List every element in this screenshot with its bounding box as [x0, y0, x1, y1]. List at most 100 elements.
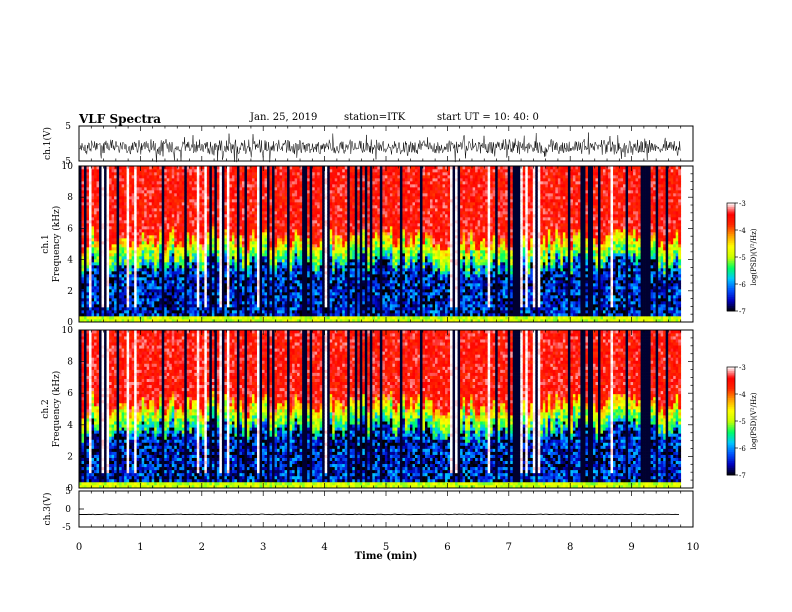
ch1-spectrogram-cell — [267, 241, 270, 245]
ch1-spectrogram-cell — [249, 256, 253, 260]
ch1-spectrogram-cell — [146, 253, 150, 257]
ch1-spectrogram-cell — [269, 235, 273, 239]
ch1-spectrogram-cell — [309, 319, 313, 323]
ch1-spectrogram-cell — [267, 277, 270, 281]
ch1-spectrogram-cell — [136, 259, 140, 263]
ch1-spectrogram-cell — [299, 256, 303, 260]
ch1-spectrogram-cell — [284, 319, 288, 323]
ch1-spectrogram-cell — [274, 220, 278, 224]
ch1-spectrogram-cell — [302, 268, 305, 272]
ch1-spectrogram-cell — [189, 256, 193, 260]
ch1-spectrogram-cell — [277, 175, 280, 179]
ch1-spectrogram-cell — [236, 253, 240, 257]
ch1-spectrogram-cell — [189, 166, 193, 170]
ch1-spectrogram-cell — [134, 271, 138, 275]
ch1-spectrogram-cell — [151, 304, 155, 308]
ch1-spectrogram-cell — [194, 184, 198, 188]
ch1-spectrogram-cell — [154, 292, 158, 296]
ch1-spectrogram-cell — [126, 223, 130, 227]
ch1-spectrogram-cell — [259, 205, 263, 209]
ch1-spectrogram-cell — [161, 250, 165, 254]
ch1-spectrogram-cell — [206, 244, 210, 248]
ch1-spectrogram-cell — [292, 310, 295, 314]
ch1-spectrogram-cell — [101, 166, 105, 170]
ch1-spectrogram-cell — [214, 214, 218, 218]
ch1-spectrogram-cell — [114, 292, 117, 296]
ch1-spectrogram-cell — [272, 175, 275, 179]
ch1-spectrogram-cell — [269, 289, 273, 293]
ch1-spectrogram-cell — [99, 229, 102, 233]
ch1-spectrogram-cell — [221, 310, 225, 314]
ch1-spectrogram-cell — [91, 205, 95, 209]
ch1-spectrogram-cell — [246, 229, 250, 233]
ch1-spectrogram-cell — [114, 232, 117, 236]
ch1-spectrogram-cell — [81, 310, 85, 314]
ch1-spectrogram-cell — [91, 199, 95, 203]
ch1-spectrogram-cell — [267, 265, 270, 269]
ch1-spectrogram-cell — [154, 187, 158, 191]
ch1-spectrogram-cell — [257, 301, 260, 305]
ch1-spectrogram-cell — [84, 295, 87, 299]
ch1-spectrogram-cell — [204, 283, 208, 287]
ch1-spectrogram-cell — [119, 259, 122, 263]
ch1-spectrogram-cell — [224, 241, 228, 245]
ch1-spectrogram-cell — [249, 226, 253, 230]
ch1-spectrogram-cell — [289, 232, 293, 236]
ch1-spectrogram-cell — [289, 181, 293, 185]
ch1-spectrogram-cell — [204, 259, 208, 263]
ch1-spectrogram-cell — [191, 247, 195, 251]
ch1-spectrogram-cell — [264, 220, 268, 224]
ch1-spectrogram-cell — [249, 289, 253, 293]
ch1-spectrogram-cell — [86, 274, 90, 278]
ch1-spectrogram-cell — [254, 286, 258, 290]
ch1-spectrogram-cell — [174, 181, 178, 185]
ch1-spectrogram-cell — [139, 292, 143, 296]
ch1-spectrogram-cell — [166, 289, 170, 293]
ch1-spectrogram-cell — [269, 256, 273, 260]
ch1-spectrogram-cell — [272, 262, 275, 266]
ch1-spectrogram-cell — [81, 190, 85, 194]
ch1-spectrogram-cell — [146, 214, 150, 218]
ch1-spectrogram-cell — [166, 271, 170, 275]
ch1-spectrogram-cell — [156, 202, 160, 206]
ch1-spectrogram-cell — [254, 289, 258, 293]
ch1-spectrogram-cell — [287, 172, 290, 176]
ch1-spectrogram-cell — [124, 193, 127, 197]
ch1-spectrogram-cell — [104, 301, 107, 305]
ch1-spectrogram-cell — [134, 214, 138, 218]
ch1-spectrogram-cell — [297, 295, 300, 299]
ch1-spectrogram-cell — [249, 262, 253, 266]
ch1-spectrogram-cell — [269, 283, 273, 287]
ch1-spectrogram-cell — [139, 208, 143, 212]
ch1-spectrogram-cell — [176, 196, 180, 200]
ch1-spectrogram-cell — [297, 217, 300, 221]
ch1-spectrogram-cell — [101, 235, 105, 239]
ch1-spectrogram-cell — [171, 289, 175, 293]
ch1-spectrogram-cell — [124, 169, 127, 173]
ch1-spectrogram-cell — [209, 166, 213, 170]
ch1-spectrogram-cell — [211, 172, 215, 176]
ch1-spectrogram-cell — [96, 295, 100, 299]
ch1-spectrogram-cell — [287, 298, 290, 302]
ch1-spectrogram-cell — [287, 277, 290, 281]
ch1-spectrogram-cell — [309, 223, 313, 227]
ch1-spectrogram-cell — [302, 205, 305, 209]
ch1-spectrogram-cell — [259, 214, 263, 218]
ch1-spectrogram-cell — [241, 277, 245, 281]
ch1-spectrogram-cell — [164, 283, 168, 287]
ch1-spectrogram-cell — [194, 295, 198, 299]
ch1-spectrogram-cell — [312, 280, 316, 284]
ch1-spectrogram-cell — [124, 262, 127, 266]
ch1-spectrogram-cell — [206, 283, 210, 287]
ch1-spectrogram-cell — [269, 262, 273, 266]
ch1-spectrogram-cell — [302, 286, 305, 290]
ch1-spectrogram-cell — [221, 274, 225, 278]
ch1-spectrogram-cell — [144, 199, 148, 203]
ch1-spectrogram-cell — [89, 190, 92, 194]
ch1-spectrogram-cell — [184, 268, 188, 272]
ch1-spectrogram-cell — [116, 307, 120, 311]
ch1-spectrogram-cell — [216, 190, 220, 194]
ch1-spectrogram-cell — [272, 241, 275, 245]
ch1-spectrogram-cell — [134, 235, 138, 239]
ch1-spectrogram-cell — [304, 301, 308, 305]
